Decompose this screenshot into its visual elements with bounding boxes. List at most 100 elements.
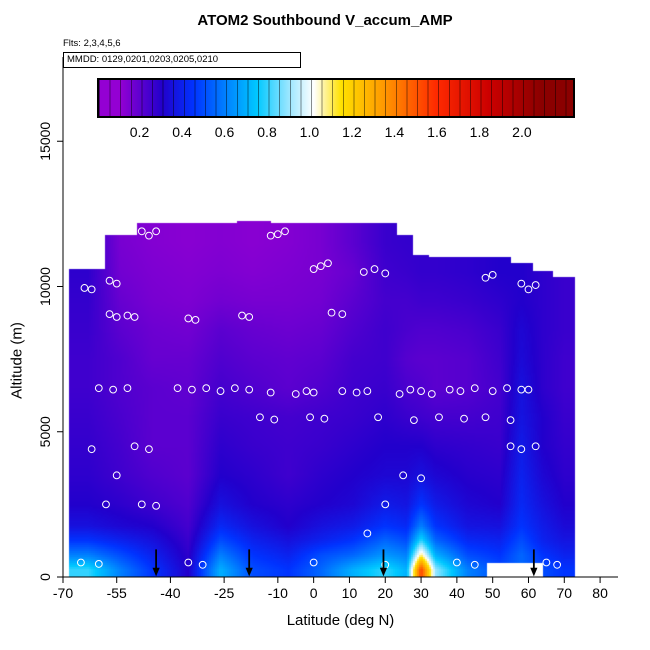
- data-marker-circle: [94, 560, 103, 568]
- data-marker-circle: [302, 387, 311, 395]
- x-tick-label: 0: [310, 585, 318, 601]
- data-marker-circle: [123, 384, 132, 393]
- data-marker-circle: [130, 442, 139, 451]
- x-tick-label: -10: [268, 585, 288, 601]
- data-marker-circle: [395, 390, 404, 398]
- x-tick-label: -55: [107, 585, 127, 601]
- data-marker-circle: [524, 285, 533, 294]
- colorbar-tick-label: 1.2: [342, 124, 362, 140]
- colorbar-tick-label: 1.8: [469, 124, 490, 140]
- data-marker-circle: [338, 387, 347, 395]
- x-tick-label: 10: [342, 585, 358, 601]
- colorbar-tick-label: 1.4: [384, 124, 405, 140]
- data-marker-circle: [87, 285, 96, 294]
- data-marker-circle: [152, 227, 160, 236]
- x-tick-label: -70: [53, 585, 73, 601]
- data-marker-circle: [320, 414, 329, 423]
- data-marker-circle: [524, 385, 533, 394]
- data-marker-circle: [112, 279, 121, 288]
- data-marker-circle: [488, 270, 497, 279]
- x-tick-label: 20: [377, 585, 393, 601]
- data-marker-circle: [460, 414, 468, 423]
- data-marker-circle: [109, 385, 118, 394]
- plot-title: ATOM2 Southbound V_accum_AMP: [197, 12, 453, 29]
- data-marker-circle: [503, 384, 511, 393]
- y-tick-label: 10000: [37, 267, 53, 306]
- data-marker-circle: [306, 413, 314, 422]
- colorbar-separators: [99, 80, 573, 116]
- x-tick-label: -40: [160, 585, 180, 601]
- data-marker-circle: [266, 388, 275, 397]
- data-marker-circle: [506, 442, 515, 451]
- colorbar-tick-labels: 0.2 0.4 0.6 0.8 1.0 1.2 1.4 1.6 1.8 2.0: [97, 124, 575, 142]
- data-marker-circle: [105, 276, 114, 285]
- data-marker-circle: [202, 384, 211, 393]
- data-marker-circle: [137, 500, 146, 509]
- data-marker-circle: [77, 558, 85, 567]
- data-marker-circle: [410, 416, 418, 425]
- data-marker-circle: [316, 262, 325, 271]
- data-marker-circle: [102, 500, 110, 509]
- data-marker-circle: [87, 445, 96, 454]
- event-arrow-head: [379, 567, 388, 577]
- data-marker-circle: [130, 313, 139, 321]
- data-marker-circle: [216, 387, 225, 395]
- event-arrow-head: [152, 567, 160, 577]
- data-marker-circle: [435, 413, 443, 422]
- mmdd-label-box: MMDD: 0129,0201,0203,0205,0210: [63, 52, 301, 68]
- colorbar-tick-label: 0.6: [214, 124, 235, 140]
- data-marker-circle: [238, 311, 246, 320]
- data-marker-circle: [481, 413, 490, 422]
- data-marker-circle: [506, 416, 515, 425]
- data-marker-circle: [105, 310, 114, 318]
- data-marker-circle: [452, 558, 461, 567]
- data-marker-circle: [374, 413, 382, 422]
- data-marker-circle: [488, 387, 497, 395]
- data-marker-circle: [184, 558, 193, 567]
- data-marker-circle: [338, 310, 347, 318]
- data-marker-circle: [123, 311, 132, 320]
- data-marker-circle: [445, 385, 454, 394]
- colorbar: [97, 78, 575, 118]
- colorbar-gradient: [97, 78, 575, 118]
- data-marker-circle: [256, 413, 264, 422]
- data-marker-circle: [145, 231, 153, 240]
- data-marker-circle: [417, 474, 425, 483]
- data-marker-circle: [381, 269, 390, 278]
- colorbar-tick-label: 2.0: [512, 124, 532, 140]
- data-marker-circle: [273, 230, 282, 239]
- x-axis-title: Latitude (deg N): [286, 612, 395, 629]
- data-marker-circle: [553, 560, 562, 569]
- data-marker-circle: [245, 385, 254, 394]
- data-marker-circle: [327, 308, 336, 317]
- colorbar-tick-label: 0.4: [172, 124, 192, 140]
- data-marker-circle: [370, 265, 379, 273]
- data-marker-circle: [324, 259, 332, 268]
- x-tick-label: 80: [592, 585, 608, 601]
- data-marker-circle: [184, 314, 193, 323]
- x-tick-label: 70: [557, 585, 573, 601]
- data-marker-circle: [417, 387, 425, 395]
- data-marker-circle: [427, 390, 436, 398]
- data-marker-circle: [309, 558, 318, 567]
- data-marker-circle: [230, 384, 239, 393]
- colorbar-tick-label: 0.2: [129, 124, 150, 140]
- data-marker-circle: [145, 445, 153, 454]
- data-marker-circle: [352, 388, 361, 397]
- colorbar-tick-label: 1.0: [299, 124, 320, 140]
- y-tick-label: 0: [37, 573, 53, 581]
- data-marker-circle: [531, 281, 540, 289]
- data-marker-circle: [80, 284, 89, 292]
- data-marker-circle: [112, 313, 121, 321]
- event-arrow-head: [530, 567, 538, 577]
- data-marker-circle: [406, 385, 415, 394]
- x-tick-label: 40: [449, 585, 465, 601]
- data-marker-circle: [470, 384, 479, 393]
- data-marker-circle: [481, 273, 490, 282]
- y-tick-label: 15000: [37, 122, 53, 161]
- data-marker-circle: [363, 387, 372, 395]
- event-arrow-head: [245, 567, 253, 577]
- colorbar-tick-label: 0.8: [257, 124, 277, 140]
